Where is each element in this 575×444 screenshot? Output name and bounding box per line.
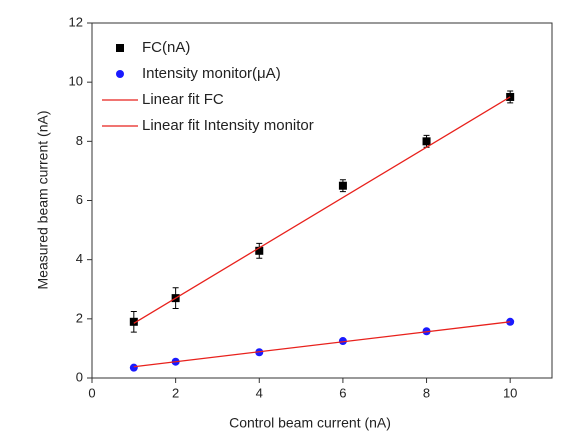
y-axis-label: Measured beam current (nA)	[35, 111, 51, 290]
y-tick-label: 8	[76, 133, 83, 148]
y-tick-label: 10	[69, 74, 83, 89]
marker	[338, 337, 347, 346]
y-tick-label: 2	[76, 310, 83, 325]
marker	[422, 137, 431, 146]
x-tick-label: 4	[256, 385, 263, 400]
y-tick-label: 6	[76, 192, 83, 207]
marker	[129, 317, 138, 326]
marker	[129, 363, 138, 372]
marker	[338, 181, 347, 190]
legend-marker	[116, 44, 124, 52]
x-axis-label: Control beam current (nA)	[229, 415, 391, 431]
x-tick-label: 2	[172, 385, 179, 400]
y-tick-label: 12	[69, 14, 83, 29]
legend-marker	[116, 70, 124, 78]
fit-line	[133, 321, 511, 368]
marker	[255, 246, 264, 255]
y-tick-label: 4	[76, 251, 83, 266]
legend-label: Intensity monitor(μA)	[142, 65, 281, 82]
legend-label: Linear fit FC	[142, 91, 224, 108]
x-tick-label: 6	[339, 385, 346, 400]
x-tick-label: 0	[88, 385, 95, 400]
fit-line	[133, 96, 511, 324]
y-tick-label: 0	[76, 369, 83, 384]
x-tick-label: 10	[503, 385, 517, 400]
legend-label: Linear fit Intensity monitor	[142, 117, 314, 134]
x-tick-label: 8	[423, 385, 430, 400]
legend-label: FC(nA)	[142, 39, 190, 56]
